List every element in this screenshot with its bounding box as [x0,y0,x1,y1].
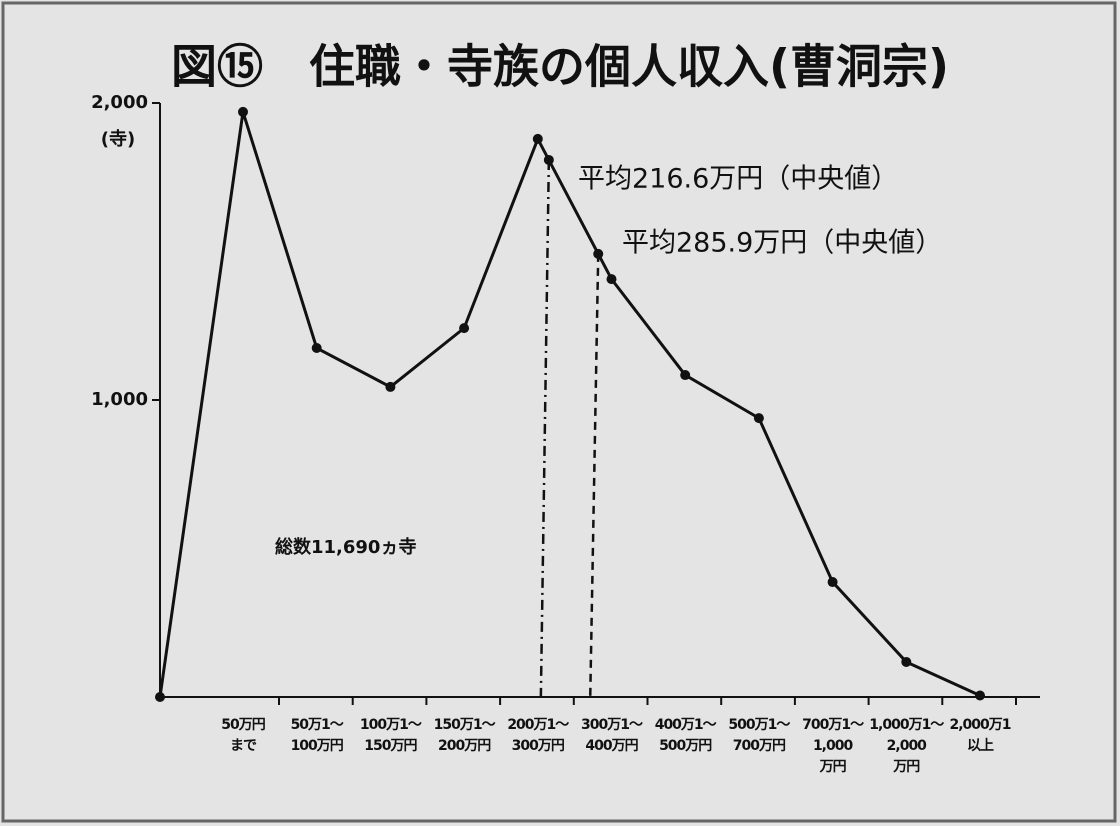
y-tick-label: 1,000 [91,389,148,410]
point [606,274,617,285]
x-tick-label: 100万1～ 150万円 [359,717,422,754]
x-tick-label: 1,000万1～ 2,000 万円 [869,717,944,775]
line [158,111,981,698]
x-tick-label: 200万1～ 300万円 [507,717,569,754]
point [311,343,322,354]
point [459,323,470,334]
y-axis-label: (寺) [101,129,135,150]
point [532,133,543,144]
x-tick-label: 500万1～ 700万円 [728,717,790,754]
annotation: 平均285.9万円（中央値） [622,228,942,259]
point [975,690,985,701]
annotation: 平均216.6万円（中央値） [578,164,898,195]
point [385,381,396,392]
x-tick-label: 50万円 まで [221,717,265,754]
median-point [593,248,604,259]
median-line [588,253,600,698]
median-point [543,154,554,165]
x-tick-label: 700万1～ 1,000 万円 [802,717,864,775]
x-tick-label: 400万1～ 500万円 [654,717,717,754]
annotation: 総数11,690ヵ寺 [275,536,416,558]
point [753,413,764,424]
point [238,106,248,117]
y-tick-label: 2,000 [91,92,148,113]
x-tick-label: 300万1～ 400万円 [581,717,643,754]
point [155,692,165,702]
median-line [539,159,551,698]
x-tick-label: 150万1～ 200万円 [433,717,496,754]
chart-title: 図⑮ 住職・寺族の個人収入(曹洞宗) [171,40,949,94]
point [827,577,838,588]
point [901,656,912,667]
x-tick-label: 50万1～ 100万円 [290,717,344,754]
point [680,370,691,381]
x-tick-label: 2,000万1 以上 [949,717,1011,754]
